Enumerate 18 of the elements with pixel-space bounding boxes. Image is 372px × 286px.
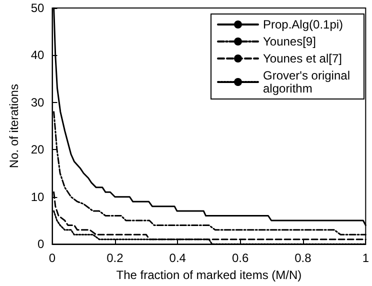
y-tick-label: 20 — [30, 142, 45, 157]
y-tick-label: 50 — [30, 1, 45, 15]
legend-label: Younes et al[7] — [263, 52, 342, 66]
x-tick-label: 1 — [362, 251, 370, 266]
y-tick-label: 30 — [30, 95, 45, 110]
x-tick-label: 0.4 — [169, 251, 186, 266]
legend-label: Younes[9] — [263, 34, 316, 48]
y-axis-title: No. of iterations — [7, 84, 21, 168]
x-axis-title: The fraction of marked items (M/N) — [116, 268, 302, 282]
x-tick-label: 0.6 — [232, 251, 249, 266]
x-tick-label: 0 — [48, 251, 56, 266]
x-tick-label: 0.8 — [294, 251, 312, 266]
y-tick-label: 10 — [30, 190, 45, 204]
y-tick-label: 0 — [38, 237, 45, 252]
legend-label: Prop.Alg(0.1pi) — [263, 18, 344, 32]
y-tick-label: 40 — [30, 48, 45, 62]
legend-label: Grover's original algorithm — [263, 68, 354, 96]
x-tick-label: 0.2 — [106, 251, 124, 266]
